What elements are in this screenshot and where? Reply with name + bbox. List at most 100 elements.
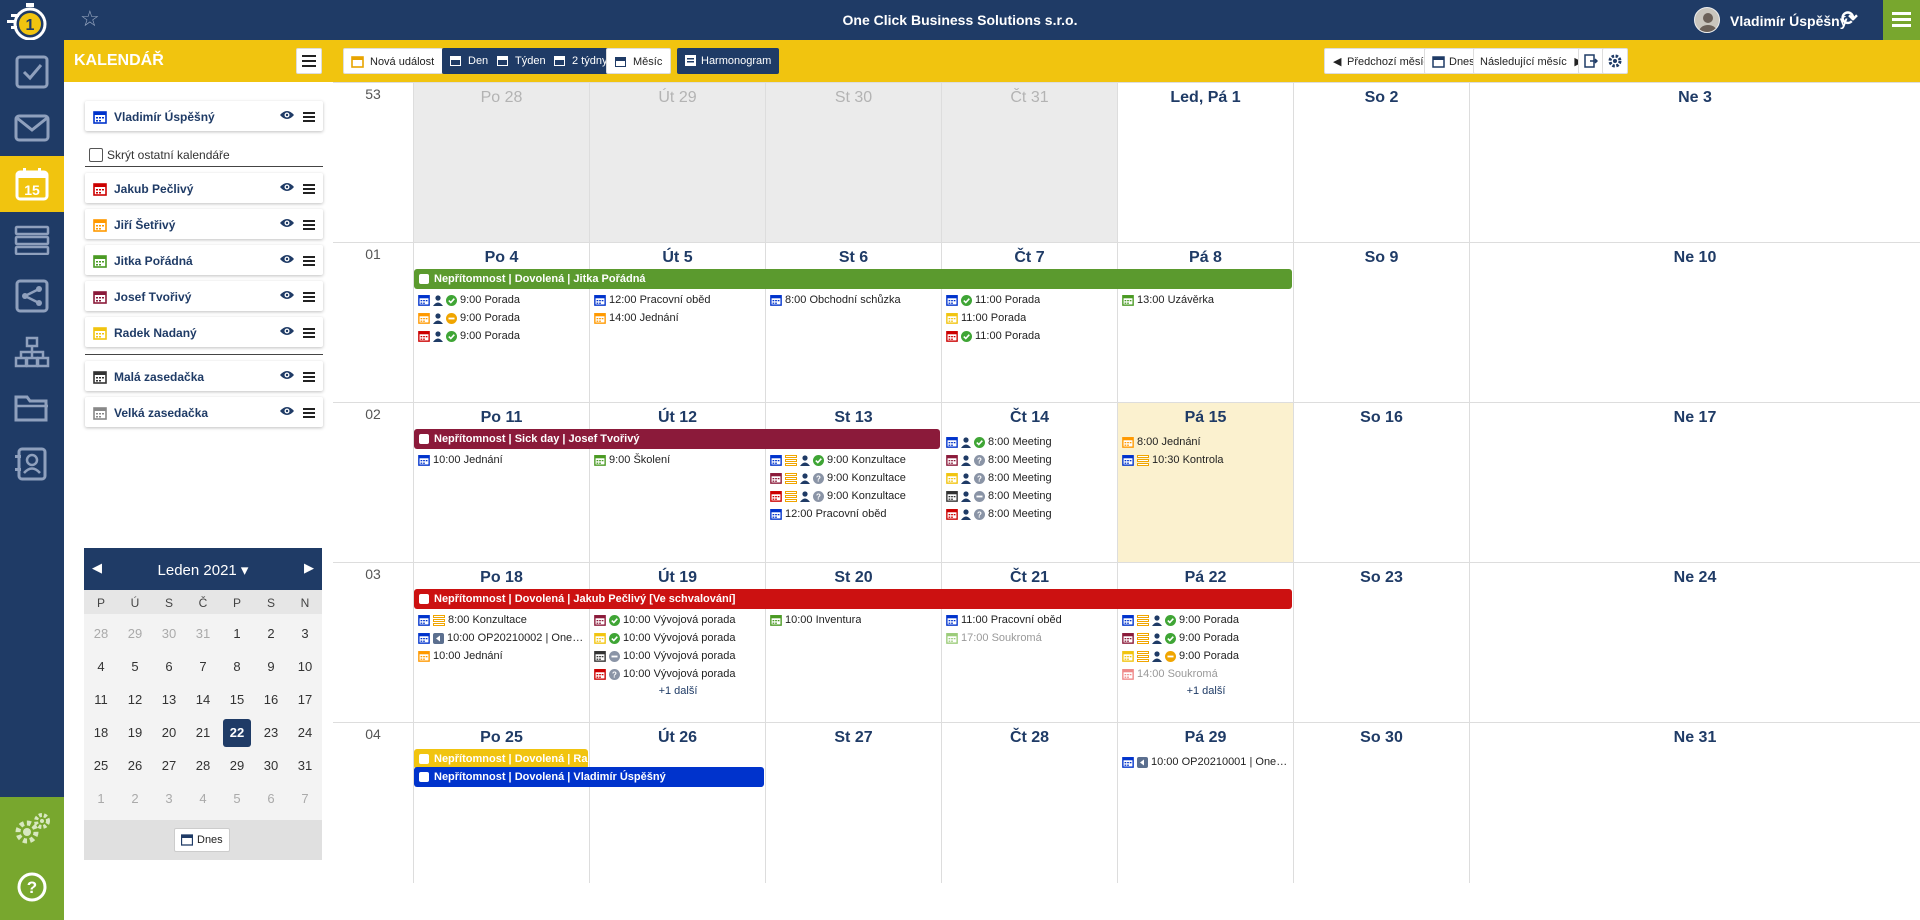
mini-day[interactable]: 5 <box>233 791 241 806</box>
mini-day[interactable]: 28 <box>195 758 211 773</box>
day-cell[interactable]: Po 11 <box>413 403 589 563</box>
day-cell[interactable]: Ne 31 <box>1469 723 1920 883</box>
day-cell[interactable]: Čt 14 <box>941 403 1117 563</box>
checkbox[interactable] <box>89 148 103 162</box>
mini-day[interactable]: 6 <box>165 659 173 674</box>
calendar-event[interactable]: 10:00 Vývojová porada <box>594 629 760 647</box>
mini-day[interactable]: 13 <box>161 692 177 707</box>
day-cell[interactable]: Po 18 <box>413 563 589 723</box>
sidebar-item-mail[interactable] <box>0 100 64 156</box>
mini-day[interactable]: 29 <box>229 758 245 773</box>
avatar[interactable] <box>1694 7 1720 33</box>
mini-day[interactable]: 3 <box>301 626 309 641</box>
calendar-event[interactable]: 12:00 Pracovní oběd <box>770 505 936 523</box>
calendar-event[interactable]: 9:00 Konzultace <box>770 451 936 469</box>
mini-day[interactable]: 11 <box>94 692 108 707</box>
mini-day[interactable]: 2 <box>131 791 139 806</box>
mini-day[interactable]: 4 <box>199 791 207 806</box>
mini-today-button[interactable]: Dnes <box>174 828 230 852</box>
day-cell[interactable]: Čt 28 <box>941 723 1117 883</box>
mini-day[interactable]: 7 <box>199 659 207 674</box>
favorite-star-icon[interactable]: ☆ <box>80 6 100 31</box>
calendar-item[interactable]: Josef Tvořivý <box>85 281 323 311</box>
mini-day[interactable]: 16 <box>263 692 279 707</box>
sidebar-item-folder[interactable] <box>0 380 64 436</box>
calendar-menu-button[interactable] <box>296 48 322 74</box>
calendar-event[interactable]: 11:00 Pracovní oběd <box>946 611 1112 629</box>
calendar-item-menu[interactable] <box>303 183 315 197</box>
mini-day[interactable]: 5 <box>131 659 139 674</box>
visibility-toggle[interactable] <box>279 325 295 340</box>
calendar-item-menu[interactable] <box>303 291 315 305</box>
day-cell[interactable]: Út 19 <box>589 563 765 723</box>
calendar-event[interactable]: 11:00 Porada <box>946 291 1112 309</box>
calendar-event[interactable]: 9:00 Porada <box>418 309 584 327</box>
calendar-event[interactable]: 8:00 Obchodní schůzka <box>770 291 936 309</box>
day-cell[interactable]: Ne 3 <box>1469 83 1920 243</box>
day-cell[interactable]: St 30 <box>765 83 941 243</box>
view-schedule-button[interactable]: Harmonogram <box>677 48 780 74</box>
calendar-event[interactable]: 12:00 Pracovní oběd <box>594 291 760 309</box>
day-cell[interactable]: Út 26 <box>589 723 765 883</box>
calendar-event[interactable]: 10:00 Inventura <box>770 611 936 629</box>
mini-day[interactable]: 1 <box>97 791 105 806</box>
sidebar-item-contacts[interactable] <box>0 436 64 492</box>
calendar-event[interactable]: ? 9:00 Konzultace <box>770 487 936 505</box>
view-week-button[interactable]: Týden <box>489 48 554 74</box>
day-cell[interactable]: Út 5 <box>589 243 765 403</box>
calendar-item-menu[interactable] <box>303 255 315 269</box>
day-cell[interactable]: Čt 21 <box>941 563 1117 723</box>
mini-day[interactable]: 20 <box>161 725 177 740</box>
mini-day[interactable]: 31 <box>297 758 313 773</box>
mini-day[interactable]: 10 <box>297 659 313 674</box>
calendar-event[interactable]: 9:00 Porada <box>1122 611 1288 629</box>
day-cell[interactable]: So 30 <box>1293 723 1469 883</box>
refresh-icon[interactable]: ⟳ <box>1841 8 1858 30</box>
day-cell[interactable]: So 23 <box>1293 563 1469 723</box>
calendar-item[interactable]: Jitka Pořádná <box>85 245 323 275</box>
mini-day[interactable]: 31 <box>195 626 211 641</box>
mini-day[interactable]: 22 <box>223 719 251 747</box>
calendar-item[interactable]: Vladimír Úspěšný <box>85 101 323 131</box>
sidebar-item-flow[interactable] <box>0 268 64 324</box>
calendar-event[interactable]: 17:00 Soukromá <box>946 629 1112 647</box>
calendar-event[interactable]: 11:00 Porada <box>946 327 1112 345</box>
mini-day[interactable]: 6 <box>267 791 275 806</box>
calendar-event[interactable]: 10:00 Vývojová porada <box>594 611 760 629</box>
calendar-item-menu[interactable] <box>303 371 315 385</box>
calendar-event[interactable]: 10:00 Vývojová porada <box>594 647 760 665</box>
absence-band[interactable]: Nepřítomnost | Dovolená | Vladimír Úspěš… <box>414 767 764 787</box>
calendar-event[interactable]: 9:00 Porada <box>1122 647 1288 665</box>
mini-day[interactable]: 18 <box>93 725 109 740</box>
calendar-event[interactable]: 14:00 Jednání <box>594 309 760 327</box>
calendar-event[interactable]: 9:00 Školení <box>594 451 760 469</box>
calendar-event[interactable]: 10:00 Jednání <box>418 451 584 469</box>
mini-day[interactable]: 30 <box>161 626 177 641</box>
calendar-event[interactable]: 10:00 OP20210001 | One Click B... <box>1122 753 1288 771</box>
calendar-item[interactable]: Velká zasedačka <box>85 397 323 427</box>
mini-day[interactable]: 25 <box>93 758 109 773</box>
mini-day[interactable]: 1 <box>233 626 241 641</box>
day-cell[interactable]: Pá 29 <box>1117 723 1293 883</box>
view-two-weeks-button[interactable]: 2 týdny <box>546 48 616 74</box>
mini-day[interactable]: 3 <box>165 791 173 806</box>
calendar-event[interactable]: 8:00 Meeting <box>946 433 1112 451</box>
day-cell[interactable]: Pá 15 <box>1117 403 1293 563</box>
calendar-event[interactable]: 8:00 Jednání <box>1122 433 1288 451</box>
view-day-button[interactable]: Den <box>442 48 497 74</box>
mini-day[interactable]: 21 <box>195 725 211 740</box>
sidebar-item-tasks[interactable] <box>0 44 64 100</box>
mini-day[interactable]: 24 <box>297 725 313 740</box>
more-events-link[interactable]: +1 další <box>1186 685 1226 697</box>
calendar-item-menu[interactable] <box>303 407 315 421</box>
visibility-toggle[interactable] <box>279 405 295 420</box>
settings-gears-button[interactable] <box>0 801 64 857</box>
day-cell[interactable]: So 9 <box>1293 243 1469 403</box>
sidebar-item-calendar[interactable]: 15 <box>0 156 64 212</box>
calendar-item[interactable]: Jakub Pečlivý <box>85 173 323 203</box>
day-cell[interactable]: Ne 24 <box>1469 563 1920 723</box>
mini-day[interactable]: 4 <box>97 659 105 674</box>
calendar-event[interactable]: 9:00 Porada <box>418 291 584 309</box>
day-cell[interactable]: St 6 <box>765 243 941 403</box>
mini-day[interactable]: 19 <box>127 725 143 740</box>
